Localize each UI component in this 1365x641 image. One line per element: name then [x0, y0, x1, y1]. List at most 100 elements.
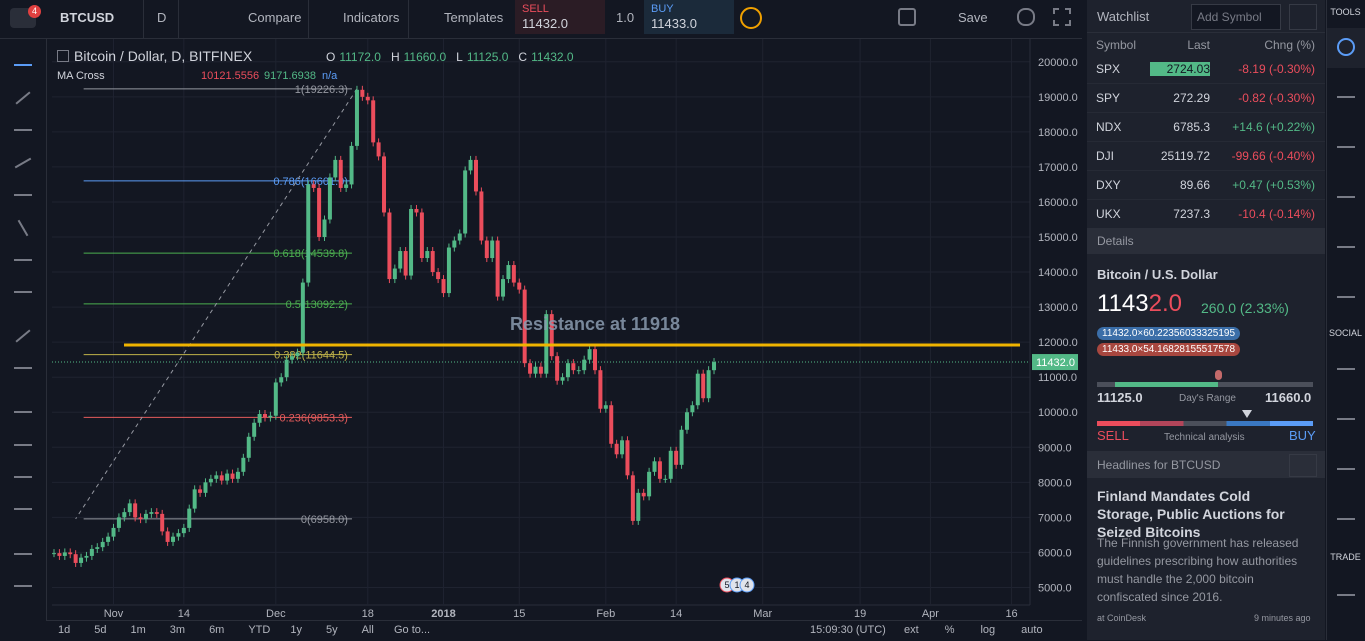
streams-icon[interactable]	[1337, 418, 1355, 420]
row-change: -0.82 (-0.30%)	[1238, 91, 1315, 105]
range-button[interactable]: 6m	[209, 624, 225, 636]
fullscreen-toggle[interactable]	[898, 8, 916, 26]
candle	[344, 184, 349, 188]
compare[interactable]: Compare	[248, 10, 302, 25]
candle	[57, 553, 62, 556]
calendar-icon[interactable]	[1337, 246, 1355, 248]
tool-magnet[interactable]	[14, 411, 32, 413]
candle	[333, 159, 338, 178]
candle	[463, 170, 468, 234]
tool-visibility[interactable]	[14, 508, 32, 510]
headline[interactable]: Finland Mandates Cold Storage, Public Au…	[1097, 488, 1285, 540]
y-tick-label: 13000.0	[1038, 302, 1078, 314]
expand-icon[interactable]	[1053, 8, 1071, 26]
candle	[68, 552, 73, 555]
save[interactable]: Save	[958, 10, 988, 25]
candle	[376, 142, 381, 157]
indicators[interactable]: Indicators	[343, 10, 400, 25]
candle	[636, 492, 641, 521]
candle	[614, 443, 619, 455]
candle	[262, 413, 267, 418]
tool-delete[interactable]	[14, 585, 32, 587]
tool-lock[interactable]	[14, 476, 32, 478]
scale-option[interactable]: auto	[1021, 624, 1043, 636]
candle	[538, 366, 543, 374]
candle	[668, 450, 673, 479]
scale-option[interactable]: ext	[904, 624, 919, 636]
tool-prediction[interactable]	[14, 259, 32, 261]
range-button[interactable]: 1d	[58, 624, 71, 636]
add-symbol-input[interactable]	[1191, 4, 1281, 30]
row-bg[interactable]	[1087, 142, 1325, 171]
symbol[interactable]: BTCUSD	[60, 10, 115, 25]
headlines-menu[interactable]	[1289, 454, 1317, 477]
tool-text[interactable]	[14, 194, 32, 196]
range-button[interactable]: All	[361, 624, 374, 636]
range-button[interactable]: 3m	[169, 624, 186, 636]
range-button[interactable]: 5d	[94, 624, 107, 636]
right-bar	[1326, 0, 1365, 640]
analysis-bar	[1097, 421, 1313, 426]
watchlist-menu[interactable]	[1289, 4, 1317, 30]
candle	[701, 373, 706, 399]
row-bg[interactable]	[1087, 113, 1325, 142]
range-pointer	[1215, 370, 1222, 380]
candle	[322, 219, 327, 238]
row-bg[interactable]	[1087, 84, 1325, 113]
ohlc-key: L	[456, 50, 463, 64]
tool-fib[interactable]	[14, 129, 32, 131]
range-button[interactable]: YTD	[248, 624, 271, 636]
ohlc-value: 11172.0	[339, 50, 381, 64]
candle	[176, 533, 181, 537]
scale-option[interactable]: %	[944, 624, 955, 636]
interval[interactable]: D	[157, 10, 167, 25]
row-bg[interactable]	[1087, 171, 1325, 200]
candle	[501, 279, 506, 297]
candle	[290, 356, 295, 360]
candle	[452, 240, 457, 248]
tool-back[interactable]	[14, 291, 32, 293]
tool-layers[interactable]	[14, 553, 32, 555]
analysis-sell: SELL	[1097, 428, 1129, 443]
candle	[625, 440, 630, 476]
info-icon[interactable]	[740, 7, 762, 29]
tool-zoom[interactable]	[14, 367, 32, 369]
candle	[409, 208, 414, 276]
settings-icon[interactable]	[1017, 8, 1035, 26]
ideas-icon[interactable]	[1337, 296, 1355, 298]
trade-icon[interactable]	[1337, 594, 1355, 596]
goto[interactable]: Go to...	[394, 624, 431, 636]
price-change: 260.0 (2.33%)	[1201, 300, 1289, 316]
scale-option[interactable]: log	[980, 624, 996, 636]
candle	[690, 405, 695, 413]
signals-icon[interactable]	[1337, 468, 1355, 470]
row-last: 25119.72	[1160, 149, 1210, 163]
x-tick-label: Apr	[922, 608, 939, 620]
candle	[79, 557, 84, 563]
chat-icon[interactable]	[1337, 368, 1355, 370]
row-last: 89.66	[1179, 178, 1210, 192]
data-window-icon[interactable]	[1337, 146, 1355, 148]
hotlists-icon[interactable]	[1337, 196, 1355, 198]
section-label: TRADE	[1330, 552, 1361, 562]
notifications-icon[interactable]	[1337, 518, 1355, 520]
collapse-legend[interactable]	[57, 50, 69, 62]
candle	[143, 513, 148, 520]
buy-button[interactable]	[644, 0, 734, 34]
row-change: -99.66 (-0.40%)	[1231, 149, 1315, 163]
row-bg[interactable]	[1087, 55, 1325, 84]
templates[interactable]: Templates	[444, 10, 504, 25]
range-button[interactable]: 1m	[130, 624, 146, 636]
y-tick-label: 15000.0	[1038, 232, 1078, 244]
range-button[interactable]: 1y	[290, 624, 302, 636]
tool-crosshair[interactable]	[14, 64, 32, 66]
row-symbol: UKX	[1096, 207, 1121, 221]
y-tick-label: 9000.0	[1038, 442, 1072, 454]
candle	[511, 265, 516, 283]
range-button[interactable]: 5y	[325, 624, 338, 636]
alerts-icon[interactable]	[1337, 96, 1355, 98]
sell-button[interactable]	[515, 0, 605, 34]
candle	[295, 352, 300, 357]
candle	[138, 517, 143, 520]
tool-lock-draw[interactable]	[14, 444, 32, 446]
